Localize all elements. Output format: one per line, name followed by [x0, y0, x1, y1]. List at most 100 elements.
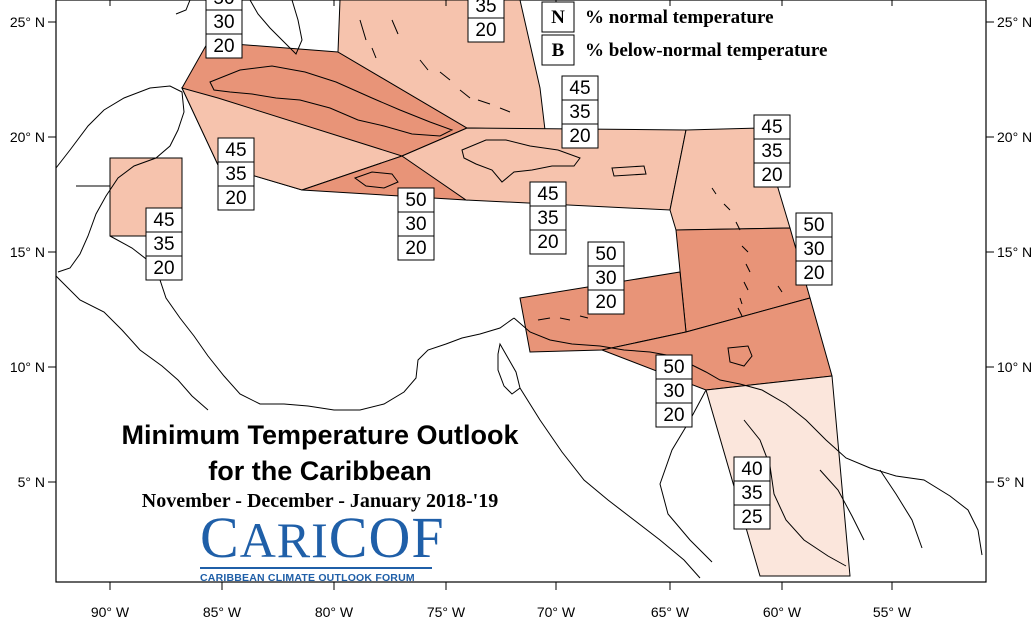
puerto-rico-island [611, 165, 647, 177]
forecast-value: 35 [761, 141, 782, 162]
forecast-value: 20 [475, 20, 496, 41]
legend-key-box [541, 34, 575, 66]
coastlines [55, 0, 983, 579]
south-america-coast [513, 317, 983, 556]
forecast-value: 20 [225, 188, 246, 209]
forecast-box-hispaniola: 45 35 20 [529, 181, 567, 255]
forecast-cell [795, 236, 833, 262]
forecast-box-windward: 50 30 20 [795, 212, 833, 286]
logo-wordmark: CARICOF [200, 509, 444, 568]
x-tick-label: 80° W [315, 604, 354, 620]
y-tick-label-left: 10° N [10, 359, 45, 375]
forecast-value: 45 [537, 184, 558, 205]
guatemala-border [76, 185, 111, 236]
forecast-cell [217, 161, 255, 187]
forecast-value: 20 [153, 258, 174, 279]
yucatan-coast [55, 85, 185, 273]
x-ticks-bottom: 90° W 85° W 80° W 75° W 70° W 65° W 60° W 55° W [91, 582, 912, 620]
jamaica-island [353, 171, 399, 189]
caricof-logo: CARICOF CARIBBEAN CLIMATE OUTLOOK FORUM [200, 509, 444, 584]
forecast-cell [145, 255, 183, 281]
forecast-value: 30 [803, 239, 824, 260]
map-subtitle: November - December - January 2018-'19 [141, 490, 499, 512]
forecast-cell [397, 235, 435, 261]
x-tick-label: 85° W [203, 604, 242, 620]
y-tick-label-left: 5° N [18, 474, 45, 490]
logo-letters-ari: ARI [239, 512, 329, 568]
forecast-cell [467, 17, 505, 43]
legend-key: B [552, 40, 565, 61]
x-tick-label: 90° W [91, 604, 130, 620]
forecast-value: 20 [569, 126, 590, 147]
forecast-cell [795, 212, 833, 238]
forecast-value: 35 [225, 164, 246, 185]
y-tick-label-right: 25° N [997, 14, 1032, 30]
legend: N % normal temperature B % below-normal tem… [541, 1, 827, 66]
forecast-cell [529, 181, 567, 207]
forecast-cell [561, 123, 599, 149]
y-tick-label-right: 5° N [997, 474, 1024, 490]
florida-coast [249, 0, 303, 55]
logo-letter-c: C [200, 505, 240, 570]
forecast-cell [753, 114, 791, 140]
forecast-value: 50 [595, 244, 616, 265]
forecast-cell [217, 185, 255, 211]
forecast-value: 45 [153, 210, 174, 231]
forecast-box-trinidad: 50 30 20 [655, 354, 693, 428]
forecast-cell [733, 504, 771, 530]
x-tick-label: 65° W [651, 604, 690, 620]
forecast-cell [655, 378, 693, 404]
forecast-box-abc: 50 30 20 [587, 241, 625, 315]
y-tick-label-left: 20° N [10, 129, 45, 145]
map-title-line-2: for the Caribbean [208, 456, 432, 486]
x-tick-label: 55° W [873, 604, 912, 620]
trinidad-island [727, 345, 753, 367]
forecast-cell [397, 187, 435, 213]
forecast-cell [561, 75, 599, 101]
forecast-value: 20 [761, 165, 782, 186]
forecast-value: 50 [803, 215, 824, 236]
y-tick-label-right: 20° N [997, 129, 1032, 145]
forecast-cell [529, 229, 567, 255]
forecast-cell [753, 162, 791, 188]
forecast-value: 50 [405, 190, 426, 211]
forecast-value: 35 [569, 102, 590, 123]
forecast-cell [587, 241, 625, 267]
forecast-cell [587, 265, 625, 291]
forecast-value: 50 [663, 357, 684, 378]
hispaniola-island [461, 139, 581, 183]
forecast-value: 45 [761, 117, 782, 138]
forecast-box-jamaica: 50 30 20 [397, 187, 435, 261]
legend-key: N [551, 7, 565, 28]
gulf-coast [175, 0, 191, 15]
forecast-cell [397, 211, 435, 237]
forecast-value: 45 [569, 78, 590, 99]
forecast-value: 35 [153, 234, 174, 255]
forecast-value: 35 [475, 0, 496, 17]
abc-islands [537, 315, 589, 321]
forecast-box-leeward: 45 35 20 [753, 114, 791, 188]
forecast-value: 50 [213, 0, 234, 9]
barbados-island [777, 285, 783, 293]
legend-text: % normal temperature [585, 7, 774, 28]
forecast-value: 40 [741, 459, 762, 480]
forecast-value: 30 [213, 12, 234, 33]
forecast-value: 20 [405, 238, 426, 259]
y-ticks-left: 25° N 20° N 15° N 10° N 5° N [10, 14, 56, 490]
forecast-value: 20 [803, 263, 824, 284]
forecast-value: 20 [213, 36, 234, 57]
forecast-cell [733, 456, 771, 482]
logo-tagline: CARIBBEAN CLIMATE OUTLOOK FORUM [200, 567, 432, 584]
forecast-cell [205, 9, 243, 35]
forecast-cell [205, 33, 243, 59]
forecast-value: 30 [595, 268, 616, 289]
forecast-box-bahamas-west: 50 30 20 [205, 0, 243, 59]
forecast-value: 35 [741, 483, 762, 504]
forecast-box-puerto-rico: 45 35 20 [561, 75, 599, 149]
central-america-coast [109, 235, 515, 411]
legend-key-box [541, 1, 575, 33]
x-tick-label: 70° W [537, 604, 576, 620]
forecast-value: 45 [225, 140, 246, 161]
